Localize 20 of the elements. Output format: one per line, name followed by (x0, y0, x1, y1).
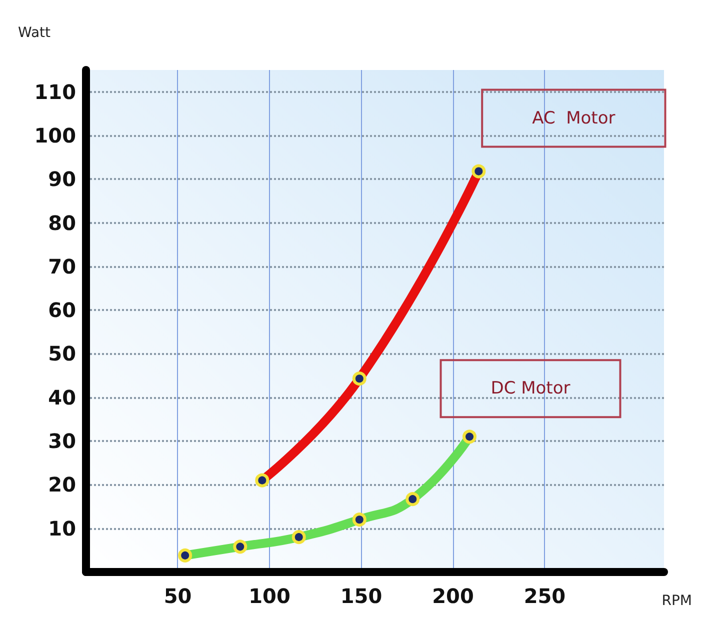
y-tick-label: 100 (34, 123, 76, 148)
y-tick-label: 10 (48, 516, 76, 540)
y-tick-label: 60 (48, 298, 76, 322)
text: DC Motor (490, 378, 570, 399)
y-tick-label: 30 (48, 429, 76, 454)
x-tick-label: 200 (432, 584, 474, 608)
x-tick-label: 50 (164, 584, 192, 608)
y-tick-label: 40 (48, 385, 76, 410)
x-axis-title: RPM (662, 593, 692, 609)
y-tick-label: 50 (48, 342, 76, 366)
y-tick-label: 80 (48, 210, 76, 235)
text: AC Motor (532, 108, 616, 128)
x-tick-label: 250 (524, 584, 566, 608)
y-tick-label: 110 (34, 80, 76, 104)
y-tick-label: 70 (48, 254, 76, 278)
y-tick-label: 20 (48, 472, 76, 497)
y-tick-label: 90 (48, 167, 76, 192)
x-tick-label: 100 (248, 584, 290, 608)
x-tick-label: 150 (340, 584, 382, 608)
y-axis-title: Watt (18, 25, 52, 41)
